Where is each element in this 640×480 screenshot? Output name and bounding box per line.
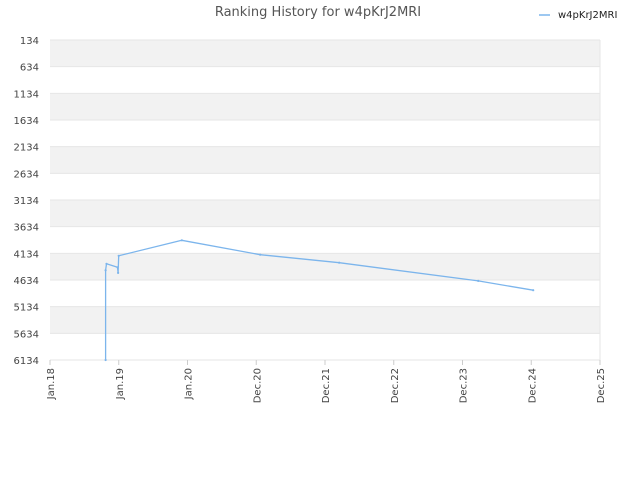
- x-tick-label: Jan.20: [184, 368, 195, 400]
- data-point[interactable]: [532, 289, 535, 292]
- x-tick-label: Dec.25: [596, 368, 607, 403]
- y-tick-label: 6134: [14, 356, 39, 367]
- plot-band: [50, 253, 600, 280]
- plot-band: [50, 146, 600, 174]
- plot-band: [50, 40, 600, 67]
- legend[interactable]: w4pKrJ2MRI: [539, 10, 617, 21]
- x-tick-label: Dec.20: [252, 368, 263, 403]
- x-tick-label: Dec.24: [527, 368, 538, 403]
- plot-band: [50, 200, 600, 227]
- y-tick-label: 4134: [14, 249, 39, 260]
- plot-band: [50, 93, 600, 120]
- x-axis: Jan.18 Jan.19 Jan.20 Dec.20 Dec.21 Dec.22 Dec.…: [46, 360, 607, 403]
- data-point[interactable]: [477, 279, 480, 282]
- y-tick-label: 5134: [14, 303, 39, 314]
- data-point[interactable]: [105, 262, 108, 265]
- data-point[interactable]: [338, 261, 341, 264]
- plot-background: [50, 40, 600, 334]
- x-tick-label: Dec.22: [390, 368, 401, 403]
- data-point[interactable]: [116, 266, 119, 269]
- x-tick-label: Jan.18: [46, 368, 57, 400]
- chart-title: Ranking History for w4pKrJ2MRI: [215, 5, 421, 20]
- data-point[interactable]: [104, 358, 107, 362]
- y-tick-label: 134: [20, 36, 39, 47]
- x-tick-label: Dec.23: [459, 368, 470, 403]
- x-tick-label: Dec.21: [321, 368, 332, 403]
- x-tick-label: Jan.19: [115, 368, 126, 400]
- data-point[interactable]: [180, 239, 183, 242]
- y-tick-label: 3134: [14, 196, 39, 207]
- y-tick-label: 4634: [14, 276, 39, 287]
- data-point[interactable]: [259, 253, 262, 256]
- data-point[interactable]: [117, 254, 120, 257]
- y-tick-label: 3634: [14, 223, 39, 234]
- plot-band: [50, 306, 600, 334]
- y-tick-label: 1134: [14, 89, 39, 100]
- data-point[interactable]: [104, 269, 107, 272]
- y-tick-label: 2634: [14, 169, 39, 180]
- series-group: [104, 239, 535, 362]
- y-tick-label: 634: [20, 63, 39, 74]
- y-tick-label: 2134: [14, 143, 39, 154]
- y-tick-label: 1634: [14, 116, 39, 127]
- y-tick-label: 5634: [14, 329, 39, 340]
- data-point[interactable]: [117, 271, 120, 274]
- y-axis: 134 634 1134 1634 2134 2634 3134 3634 4134 4634 51…: [14, 36, 39, 367]
- legend-label: w4pKrJ2MRI: [558, 10, 617, 21]
